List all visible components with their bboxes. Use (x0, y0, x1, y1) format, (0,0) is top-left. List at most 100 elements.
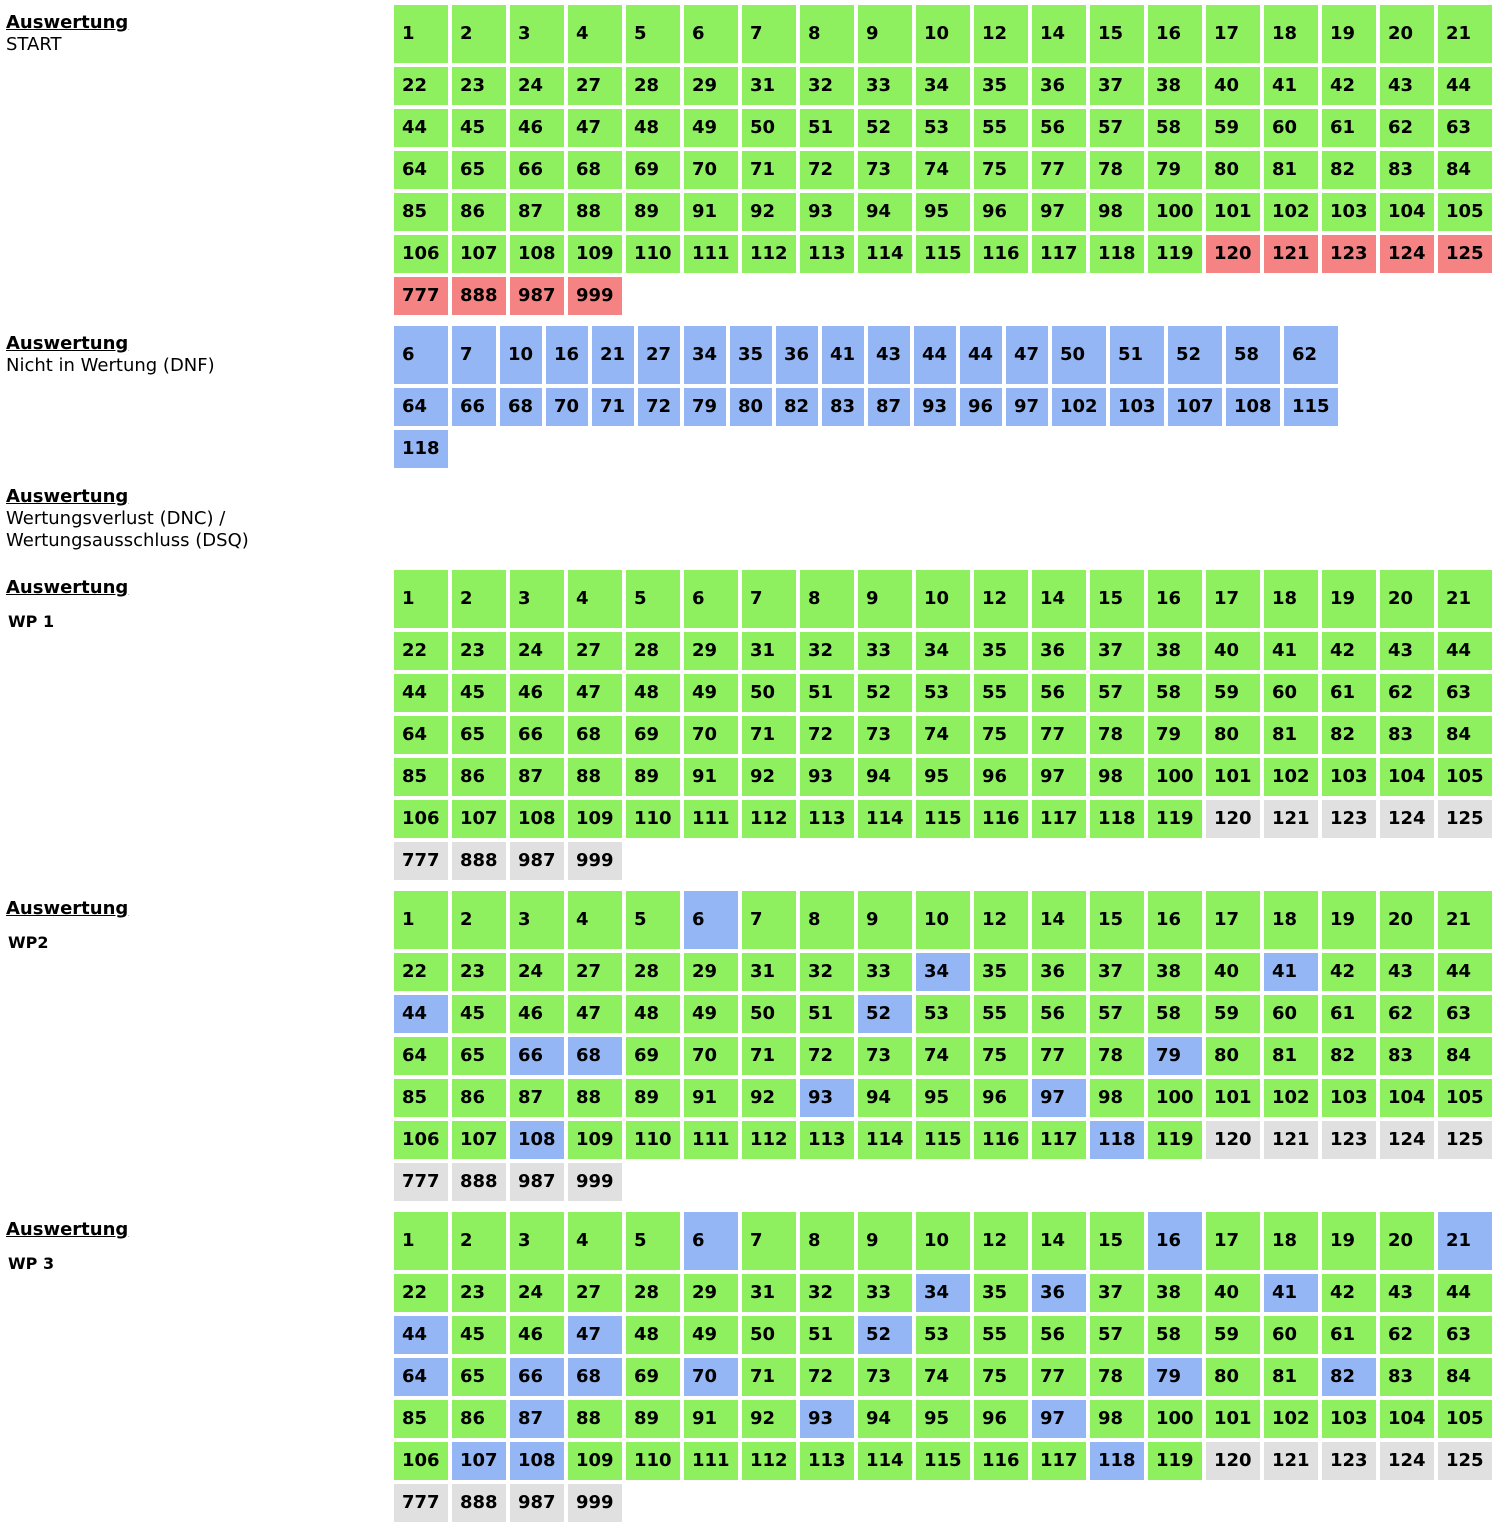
start-number-cell: 84 (1438, 1358, 1492, 1396)
start-number-cell: 86 (452, 758, 506, 796)
start-number-cell: 12 (974, 570, 1028, 628)
start-number-cell: 125 (1438, 800, 1492, 838)
start-number-cell: 31 (742, 1274, 796, 1312)
start-number-cell: 40 (1206, 632, 1260, 670)
grid-row: 64 66 68 70 71 72 79 80 82 83 87 93 96 97 102 103 107 108… (394, 388, 1338, 426)
start-number-cell: 4 (568, 570, 622, 628)
start-number-cell: 114 (858, 1442, 912, 1480)
start-number-cell: 85 (394, 1079, 448, 1117)
start-number-cell: 64 (394, 388, 448, 426)
start-number-cell: 47 (568, 1316, 622, 1354)
start-number-cell: 15 (1090, 1212, 1144, 1270)
start-number-cell: 119 (1148, 800, 1202, 838)
start-number-cell: 79 (1148, 151, 1202, 189)
start-number-cell: 63 (1438, 674, 1492, 712)
start-number-cell: 124 (1380, 1121, 1434, 1159)
start-number-cell: 21 (592, 326, 634, 384)
start-number-cell: 80 (1206, 151, 1260, 189)
start-number-cell: 115 (916, 1442, 970, 1480)
start-number-cell: 74 (916, 1358, 970, 1396)
grid-row: 777 888 987 999 (394, 1163, 1492, 1201)
start-number-cell: 109 (568, 800, 622, 838)
start-number-cell: 41 (1264, 632, 1318, 670)
start-number-cell: 28 (626, 632, 680, 670)
grid-row: 85 86 87 88 89 91 92 93 94 95 96 97 98 100 101 102 103 10… (394, 193, 1492, 231)
start-number-cell: 86 (452, 1400, 506, 1438)
start-number-cell: 115 (916, 800, 970, 838)
start-number-cell: 92 (742, 758, 796, 796)
start-number-cell: 50 (1052, 326, 1106, 384)
grid-row: 22 23 24 27 28 29 31 32 33 34 35 36 37 38 40 41 42 43 44 (394, 1274, 1492, 1312)
start-number-cell: 10 (916, 5, 970, 63)
start-number-cell: 68 (500, 388, 542, 426)
start-number-cell: 61 (1322, 1316, 1376, 1354)
start-number-cell: 45 (452, 674, 506, 712)
start-number-cell: 121 (1264, 800, 1318, 838)
start-number-cell: 23 (452, 632, 506, 670)
grid-row: 777 888 987 999 (394, 842, 1492, 880)
start-number-cell: 91 (684, 193, 738, 231)
start-number-cell: 35 (974, 632, 1028, 670)
start-number-cell: 7 (742, 570, 796, 628)
start-number-cell: 88 (568, 758, 622, 796)
grid-row: 85 86 87 88 89 91 92 93 94 95 96 97 98 100 101 102 103 10… (394, 758, 1492, 796)
start-number-cell: 3 (510, 5, 564, 63)
grid-row: 85 86 87 88 89 91 92 93 94 95 96 97 98 100 101 102 103 10… (394, 1400, 1492, 1438)
start-number-cell: 87 (510, 1400, 564, 1438)
start-number-cell: 45 (452, 109, 506, 147)
start-number-cell: 109 (568, 1121, 622, 1159)
start-number-cell: 120 (1206, 1121, 1260, 1159)
start-number-cell: 27 (568, 632, 622, 670)
start-number-cell: 102 (1264, 1400, 1318, 1438)
start-number-cell: 999 (568, 1163, 622, 1201)
start-number-cell: 15 (1090, 891, 1144, 949)
start-number-cell: 37 (1090, 1274, 1144, 1312)
start-number-cell: 65 (452, 1358, 506, 1396)
start-number-cell: 112 (742, 235, 796, 273)
start-number-cell: 74 (916, 716, 970, 754)
start-number-cell: 62 (1380, 109, 1434, 147)
start-number-cell: 78 (1090, 151, 1144, 189)
start-number-cell: 34 (916, 632, 970, 670)
start-number-cell: 21 (1438, 570, 1492, 628)
section-heading: Auswertung (6, 577, 129, 598)
start-number-cell: 34 (916, 953, 970, 991)
start-number-cell: 82 (1322, 151, 1376, 189)
start-number-cell: 80 (1206, 1037, 1260, 1075)
start-number-cell: 80 (730, 388, 772, 426)
start-number-cell: 53 (916, 1316, 970, 1354)
start-number-cell: 68 (568, 1037, 622, 1075)
start-number-cell: 18 (1264, 1212, 1318, 1270)
start-number-cell: 83 (822, 388, 864, 426)
start-number-cell: 33 (858, 67, 912, 105)
start-number-cell: 57 (1090, 1316, 1144, 1354)
start-number-cell: 64 (394, 716, 448, 754)
start-number-cell: 34 (916, 67, 970, 105)
start-number-cell: 75 (974, 151, 1028, 189)
start-number-cell: 987 (510, 1484, 564, 1522)
start-number-cell: 51 (800, 674, 854, 712)
start-number-cell: 93 (800, 1400, 854, 1438)
start-number-cell: 41 (1264, 67, 1318, 105)
start-number-cell: 104 (1380, 1400, 1434, 1438)
start-number-cell: 51 (1110, 326, 1164, 384)
start-number-cell: 66 (510, 716, 564, 754)
start-number-cell: 6 (684, 1212, 738, 1270)
start-number-cell: 94 (858, 1400, 912, 1438)
start-number-cell: 120 (1206, 1442, 1260, 1480)
grid-row: 64 65 66 68 69 70 71 72 73 74 75 77 78 79 80 81 82 83 84 (394, 1037, 1492, 1075)
start-number-cell: 71 (742, 1358, 796, 1396)
section-label: Auswertung WP 3 (6, 1219, 386, 1275)
section-heading: Auswertung (6, 486, 129, 507)
start-number-cell: 66 (510, 1358, 564, 1396)
start-number-cell: 3 (510, 1212, 564, 1270)
start-number-cell: 85 (394, 193, 448, 231)
section-label: Auswertung WP2 (6, 898, 386, 954)
grid-row: 44 45 46 47 48 49 50 51 52 53 55 56 57 58 59 60 61 62 63 (394, 1316, 1492, 1354)
start-number-cell: 37 (1090, 632, 1144, 670)
start-number-cell: 2 (452, 1212, 506, 1270)
start-number-cell: 1 (394, 891, 448, 949)
start-number-cell: 49 (684, 109, 738, 147)
start-number-cell: 68 (568, 151, 622, 189)
start-number-cell: 93 (914, 388, 956, 426)
